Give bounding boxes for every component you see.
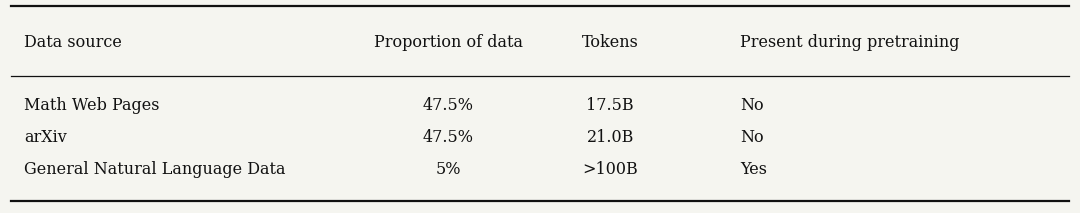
Text: No: No xyxy=(740,97,764,114)
Text: Math Web Pages: Math Web Pages xyxy=(24,97,159,114)
Text: arXiv: arXiv xyxy=(24,129,67,146)
Text: Proportion of data: Proportion of data xyxy=(374,34,523,51)
Text: 47.5%: 47.5% xyxy=(422,97,474,114)
Text: General Natural Language Data: General Natural Language Data xyxy=(24,161,285,178)
Text: No: No xyxy=(740,129,764,146)
Text: Data source: Data source xyxy=(24,34,122,51)
Text: Yes: Yes xyxy=(740,161,767,178)
Text: >100B: >100B xyxy=(582,161,638,178)
Text: Present during pretraining: Present during pretraining xyxy=(740,34,959,51)
Text: 5%: 5% xyxy=(435,161,461,178)
Text: Tokens: Tokens xyxy=(582,34,638,51)
Text: 21.0B: 21.0B xyxy=(586,129,634,146)
Text: 47.5%: 47.5% xyxy=(422,129,474,146)
Text: 17.5B: 17.5B xyxy=(586,97,634,114)
